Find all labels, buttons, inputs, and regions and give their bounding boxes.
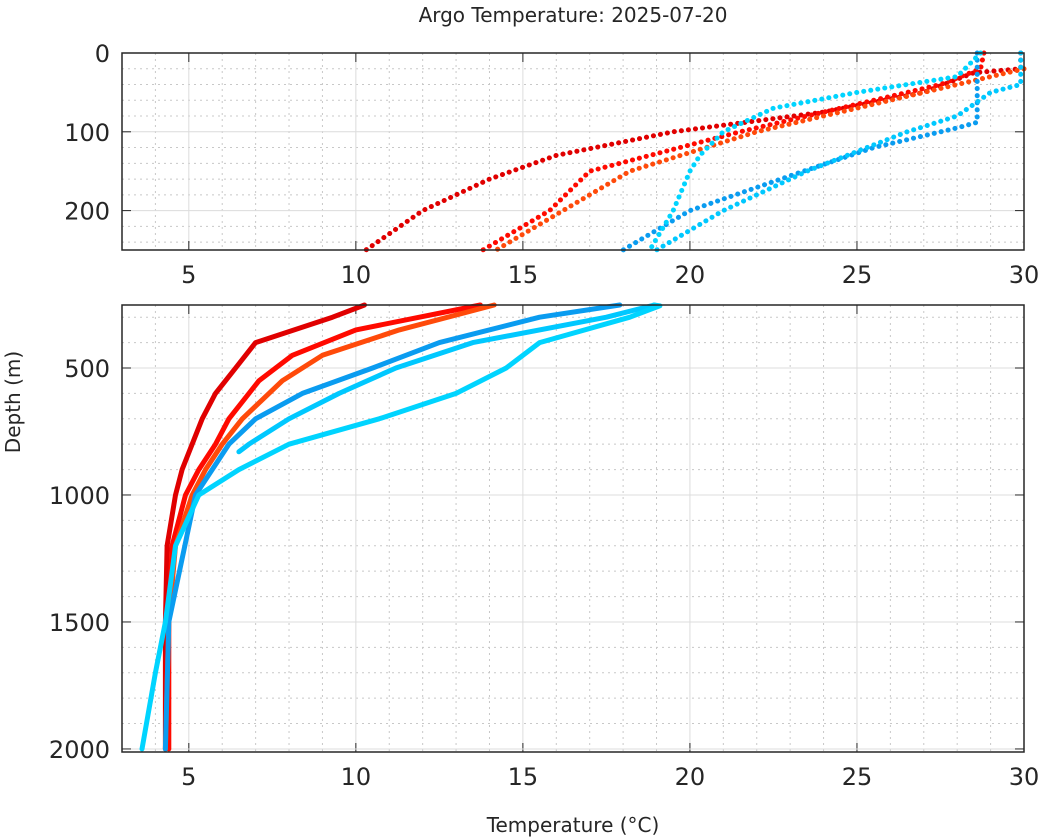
axes-frame: [121, 304, 1025, 753]
x-tick-label: 10: [341, 261, 372, 289]
y-tick-label: 2000: [49, 736, 110, 764]
x-tick-label: 5: [181, 763, 196, 791]
profile-series-1: [363, 50, 1024, 253]
x-tick-label: 20: [675, 763, 706, 791]
series-group: [363, 50, 1027, 253]
y-tick-label: 200: [64, 198, 110, 226]
y-tick-label: 1000: [49, 482, 110, 510]
x-tick-label: 25: [842, 763, 873, 791]
x-axis-label: Temperature (°C): [486, 813, 660, 837]
profile-series-1: [162, 302, 367, 752]
x-tick-label: 15: [508, 261, 539, 289]
profile-series-3: [493, 66, 1027, 253]
x-tick-label: 15: [508, 763, 539, 791]
axes-frame: [121, 52, 1025, 251]
profile-series-6: [647, 50, 984, 253]
profile-series-3: [162, 302, 497, 752]
chart-title: Argo Temperature: 2025-07-20: [419, 3, 728, 27]
y-axis-label: Depth (m): [1, 351, 25, 453]
y-tick-label: 100: [64, 119, 110, 147]
x-tick-label: 25: [842, 261, 873, 289]
x-tick-label: 20: [675, 261, 706, 289]
x-tick-label: 30: [1009, 261, 1040, 289]
profile-series-2: [480, 50, 987, 253]
x-tick-label: 5: [181, 261, 196, 289]
y-tick-label: 1500: [49, 609, 110, 637]
profile-series-6: [139, 302, 663, 752]
profile-series-4: [620, 50, 980, 253]
series-group: [139, 302, 663, 752]
profile-series-5: [654, 50, 1024, 253]
profile-series-5: [236, 302, 657, 455]
profile-series-2: [166, 302, 483, 752]
upper-panel: 5 10 15 20 25 30 0 100 200: [64, 40, 1039, 289]
profile-series-4: [162, 302, 623, 752]
y-tick-label: 0: [95, 40, 110, 68]
lower-panel: 5 10 15 20 25 30 500 1000 1500 2000: [49, 302, 1040, 791]
y-tick-label: 500: [64, 355, 110, 383]
x-tick-label: 30: [1009, 763, 1040, 791]
x-tick-label: 10: [341, 763, 372, 791]
